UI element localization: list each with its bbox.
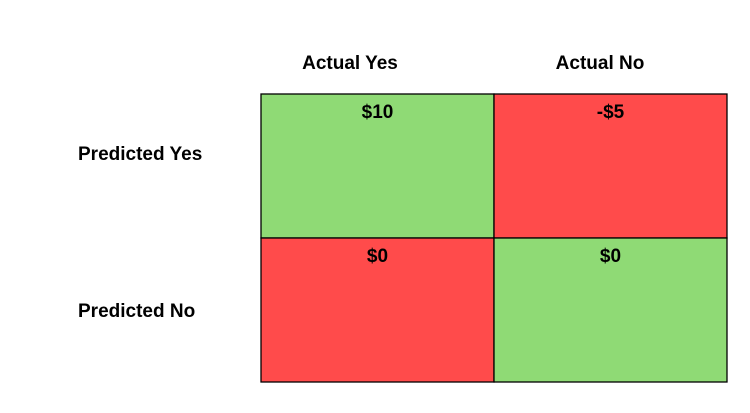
row-header: Predicted No [78,301,195,322]
cell-value: $10 [362,102,394,123]
matrix-cell [260,237,495,383]
matrix-cell [260,93,495,239]
cell-value: $0 [600,246,621,267]
row-header: Predicted Yes [78,144,202,165]
matrix-cell [493,93,728,239]
matrix-cell [493,237,728,383]
column-header: Actual No [556,53,645,74]
cell-value: $0 [367,246,388,267]
cell-value: -$5 [597,102,625,123]
column-header: Actual Yes [302,53,398,74]
